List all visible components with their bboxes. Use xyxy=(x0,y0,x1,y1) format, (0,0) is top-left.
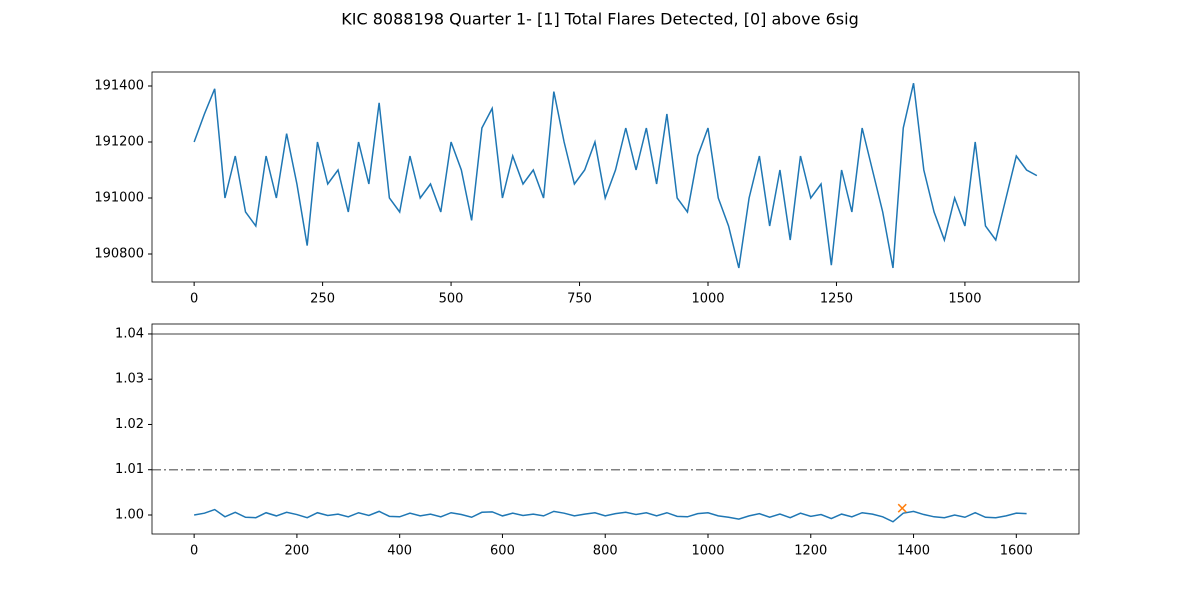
y-tick-label: 190800 xyxy=(94,247,144,262)
y-tick-label: 191400 xyxy=(94,79,144,94)
x-tick-label: 1000 xyxy=(691,292,724,307)
x-tick-label: 400 xyxy=(387,544,412,559)
x-tick-label: 0 xyxy=(190,544,198,559)
axes-frame xyxy=(151,71,1080,283)
x-tick-label: 1600 xyxy=(1000,544,1033,559)
y-tick-label: 191200 xyxy=(94,135,144,150)
y-tick-label: 1.02 xyxy=(115,417,144,432)
x-tick-label: 1400 xyxy=(897,544,930,559)
y-tick-label: 1.00 xyxy=(115,507,144,522)
flare-marker xyxy=(897,503,907,513)
x-tick-label: 1500 xyxy=(948,292,981,307)
x-tick-label: 250 xyxy=(310,292,335,307)
series-line xyxy=(193,83,1038,269)
series-line xyxy=(194,508,1027,523)
y-tick-label: 1.01 xyxy=(115,462,144,477)
x-tick-label: 200 xyxy=(284,544,309,559)
figure-title: KIC 8088198 Quarter 1- [1] Total Flares … xyxy=(341,10,858,29)
x-tick-label: 750 xyxy=(567,292,592,307)
y-tick-label: 1.04 xyxy=(115,326,144,341)
axes-frame xyxy=(151,323,1080,535)
x-tick-label: 500 xyxy=(439,292,464,307)
x-tick-label: 800 xyxy=(593,544,618,559)
y-tick-label: 191000 xyxy=(94,191,144,206)
x-tick-label: 1000 xyxy=(691,544,724,559)
x-tick-label: 1250 xyxy=(820,292,853,307)
y-tick-label: 1.03 xyxy=(115,372,144,387)
x-tick-label: 1200 xyxy=(794,544,827,559)
x-tick-label: 600 xyxy=(490,544,515,559)
x-tick-label: 0 xyxy=(190,292,198,307)
